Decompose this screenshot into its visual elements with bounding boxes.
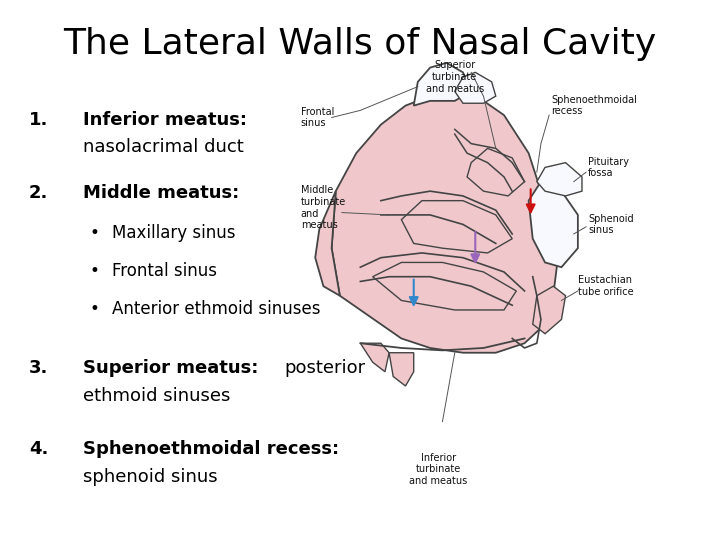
Polygon shape (315, 191, 340, 296)
Text: 2.: 2. (29, 184, 48, 201)
Text: The Lateral Walls of Nasal Cavity: The Lateral Walls of Nasal Cavity (63, 27, 657, 61)
Text: Sphenoethmoidal
recess: Sphenoethmoidal recess (552, 95, 637, 117)
Text: Pituitary
fossa: Pituitary fossa (588, 157, 629, 178)
Text: Maxillary sinus: Maxillary sinus (112, 224, 235, 242)
Text: Eustachian
tube orifice: Eustachian tube orifice (578, 275, 634, 297)
Text: posterior: posterior (284, 359, 366, 377)
Text: Inferior
turbinate
and meatus: Inferior turbinate and meatus (409, 453, 467, 485)
Polygon shape (414, 63, 471, 106)
Text: Inferior meatus:: Inferior meatus: (83, 111, 247, 129)
Text: 1.: 1. (29, 111, 48, 129)
Polygon shape (533, 286, 566, 334)
Text: Sphenoethmoidal recess:: Sphenoethmoidal recess: (83, 440, 339, 458)
Text: Sphenoid
sinus: Sphenoid sinus (588, 214, 634, 235)
Text: Anterior ethmoid sinuses: Anterior ethmoid sinuses (112, 300, 320, 318)
Text: Frontal
sinus: Frontal sinus (301, 107, 334, 129)
Text: Frontal sinus: Frontal sinus (112, 262, 217, 280)
Text: Middle meatus:: Middle meatus: (83, 184, 239, 201)
Polygon shape (455, 72, 496, 103)
Text: Middle
turbinate
and
meatus: Middle turbinate and meatus (301, 185, 346, 230)
Polygon shape (332, 91, 557, 353)
Text: 4.: 4. (29, 440, 48, 458)
Polygon shape (373, 262, 516, 310)
Text: •: • (90, 224, 100, 242)
Text: nasolacrimal duct: nasolacrimal duct (83, 138, 243, 156)
Text: •: • (90, 262, 100, 280)
Polygon shape (389, 353, 414, 386)
Text: ethmoid sinuses: ethmoid sinuses (83, 387, 230, 405)
Text: 3.: 3. (29, 359, 48, 377)
Polygon shape (361, 343, 389, 372)
Text: Superior meatus:: Superior meatus: (83, 359, 258, 377)
Polygon shape (528, 181, 578, 267)
Text: sphenoid sinus: sphenoid sinus (83, 468, 217, 486)
Text: Superior
turbinate
and meatus: Superior turbinate and meatus (426, 60, 484, 93)
Text: •: • (90, 300, 100, 318)
Polygon shape (467, 148, 524, 196)
Polygon shape (537, 163, 582, 196)
Polygon shape (402, 201, 512, 253)
